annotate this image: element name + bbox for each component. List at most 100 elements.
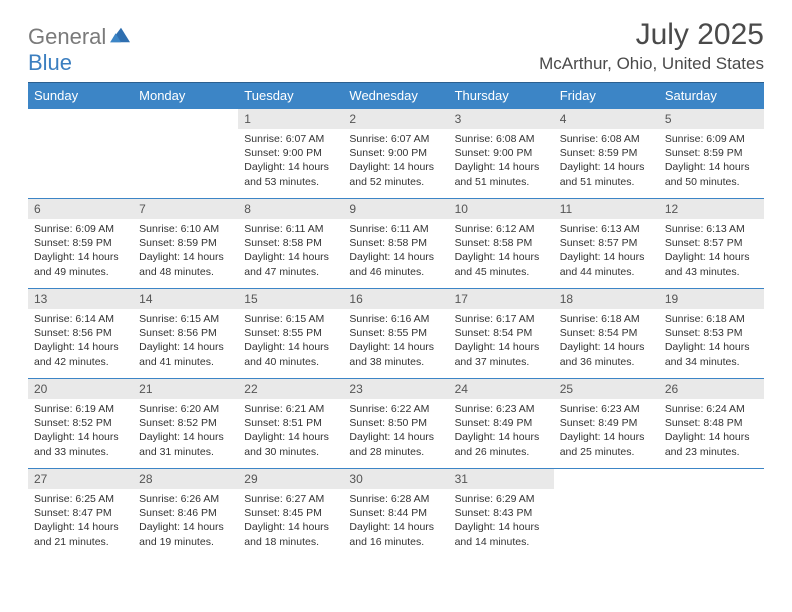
location: McArthur, Ohio, United States: [539, 54, 764, 74]
day-cell: 21Sunrise: 6:20 AMSunset: 8:52 PMDayligh…: [133, 379, 238, 469]
daylight-line: Daylight: 14 hours and 23 minutes.: [665, 431, 750, 457]
day-body: Sunrise: 6:07 AMSunset: 9:00 PMDaylight:…: [343, 129, 448, 193]
sunrise-line: Sunrise: 6:20 AM: [139, 403, 219, 415]
sunrise-line: Sunrise: 6:17 AM: [455, 313, 535, 325]
day-number: 29: [238, 469, 343, 489]
day-cell: 19Sunrise: 6:18 AMSunset: 8:53 PMDayligh…: [659, 289, 764, 379]
sunrise-line: Sunrise: 6:12 AM: [455, 223, 535, 235]
day-cell: 1Sunrise: 6:07 AMSunset: 9:00 PMDaylight…: [238, 109, 343, 199]
day-cell: [133, 109, 238, 199]
day-number: 8: [238, 199, 343, 219]
day-number: 16: [343, 289, 448, 309]
day-cell: 22Sunrise: 6:21 AMSunset: 8:51 PMDayligh…: [238, 379, 343, 469]
sunrise-line: Sunrise: 6:27 AM: [244, 493, 324, 505]
day-number: 15: [238, 289, 343, 309]
daylight-line: Daylight: 14 hours and 47 minutes.: [244, 251, 329, 277]
day-cell: 31Sunrise: 6:29 AMSunset: 8:43 PMDayligh…: [449, 469, 554, 559]
sunset-line: Sunset: 8:44 PM: [349, 507, 427, 519]
day-cell: 10Sunrise: 6:12 AMSunset: 8:58 PMDayligh…: [449, 199, 554, 289]
sunset-line: Sunset: 8:58 PM: [349, 237, 427, 249]
day-cell: [659, 469, 764, 559]
day-number: 28: [133, 469, 238, 489]
sunset-line: Sunset: 8:49 PM: [560, 417, 638, 429]
day-cell: 2Sunrise: 6:07 AMSunset: 9:00 PMDaylight…: [343, 109, 448, 199]
day-cell: 12Sunrise: 6:13 AMSunset: 8:57 PMDayligh…: [659, 199, 764, 289]
day-cell: 30Sunrise: 6:28 AMSunset: 8:44 PMDayligh…: [343, 469, 448, 559]
sunset-line: Sunset: 8:43 PM: [455, 507, 533, 519]
daylight-line: Daylight: 14 hours and 34 minutes.: [665, 341, 750, 367]
day-number: 11: [554, 199, 659, 219]
dow-thursday: Thursday: [449, 83, 554, 109]
day-body: Sunrise: 6:08 AMSunset: 9:00 PMDaylight:…: [449, 129, 554, 193]
sunrise-line: Sunrise: 6:07 AM: [244, 133, 324, 145]
day-number: 9: [343, 199, 448, 219]
sunrise-line: Sunrise: 6:10 AM: [139, 223, 219, 235]
day-body: Sunrise: 6:17 AM Sunset: 8:54 PM Daylight:…: [449, 309, 554, 373]
day-number: 19: [659, 289, 764, 309]
brand-name-b: Blue: [28, 50, 72, 75]
daylight-line: Daylight: 14 hours and 37 minutes.: [455, 341, 540, 367]
calendar-table: Sunday Monday Tuesday Wednesday Thursday…: [28, 82, 764, 559]
daylight-line: Daylight: 14 hours and 19 minutes.: [139, 521, 224, 547]
daylight-line: Daylight: 14 hours and 25 minutes.: [560, 431, 645, 457]
sunrise-line: Sunrise: 6:18 AM: [665, 313, 745, 325]
sunset-line: Sunset: 8:56 PM: [34, 327, 112, 339]
day-cell: 8Sunrise: 6:11 AMSunset: 8:58 PMDaylight…: [238, 199, 343, 289]
sunset-line: Sunset: 8:55 PM: [349, 327, 427, 339]
sunrise-line: Sunrise: 6:08 AM: [455, 133, 535, 145]
dow-tuesday: Tuesday: [238, 83, 343, 109]
sunrise-line: Sunrise: 6:15 AM: [244, 313, 324, 325]
day-body: Sunrise: 6:07 AMSunset: 9:00 PMDaylight:…: [238, 129, 343, 193]
title-block: July 2025 McArthur, Ohio, United States: [539, 18, 764, 74]
sunset-line: Sunset: 8:54 PM: [455, 327, 533, 339]
day-cell: [28, 109, 133, 199]
day-number: 5: [659, 109, 764, 129]
day-body: Sunrise: 6:23 AMSunset: 8:49 PMDaylight:…: [554, 399, 659, 463]
day-number: 12: [659, 199, 764, 219]
sunrise-line: Sunrise: 6:23 AM: [455, 403, 535, 415]
sunset-line: Sunset: 8:59 PM: [665, 147, 743, 159]
day-cell: 3Sunrise: 6:08 AMSunset: 9:00 PMDaylight…: [449, 109, 554, 199]
calendar-page: General Blue July 2025 McArthur, Ohio, U…: [0, 0, 792, 559]
sunrise-line: Sunrise: 6:09 AM: [665, 133, 745, 145]
sunrise-line: Sunrise: 6:24 AM: [665, 403, 745, 415]
sunset-line: Sunset: 8:52 PM: [139, 417, 217, 429]
sunrise-line: Sunrise: 6:25 AM: [34, 493, 114, 505]
brand-logo: General Blue: [28, 18, 132, 76]
day-body: Sunrise: 6:10 AM Sunset: 8:59 PM Daylight:…: [133, 219, 238, 283]
day-body: Sunrise: 6:20 AMSunset: 8:52 PMDaylight:…: [133, 399, 238, 463]
sunrise-line: Sunrise: 6:08 AM: [560, 133, 640, 145]
dow-sunday: Sunday: [28, 83, 133, 109]
sunrise-line: Sunrise: 6:26 AM: [139, 493, 219, 505]
sunset-line: Sunset: 8:48 PM: [665, 417, 743, 429]
day-cell: 29Sunrise: 6:27 AMSunset: 8:45 PMDayligh…: [238, 469, 343, 559]
day-number: 2: [343, 109, 448, 129]
sunrise-line: Sunrise: 6:13 AM: [560, 223, 640, 235]
sunset-line: Sunset: 8:58 PM: [455, 237, 533, 249]
daylight-line: Daylight: 14 hours and 48 minutes.: [139, 251, 224, 277]
sunset-line: Sunset: 8:59 PM: [139, 237, 217, 249]
sunrise-line: Sunrise: 6:15 AM: [139, 313, 219, 325]
sunset-line: Sunset: 8:52 PM: [34, 417, 112, 429]
sunset-line: Sunset: 8:59 PM: [560, 147, 638, 159]
sunrise-line: Sunrise: 6:18 AM: [560, 313, 640, 325]
day-cell: 4Sunrise: 6:08 AMSunset: 8:59 PMDaylight…: [554, 109, 659, 199]
sunset-line: Sunset: 9:00 PM: [244, 147, 322, 159]
day-body: Sunrise: 6:25 AMSunset: 8:47 PMDaylight:…: [28, 489, 133, 553]
dow-wednesday: Wednesday: [343, 83, 448, 109]
day-cell: 6Sunrise: 6:09 AMSunset: 8:59 PMDaylight…: [28, 199, 133, 289]
day-body: Sunrise: 6:11 AMSunset: 8:58 PMDaylight:…: [343, 219, 448, 283]
day-body: Sunrise: 6:29 AMSunset: 8:43 PMDaylight:…: [449, 489, 554, 553]
daylight-line: Daylight: 14 hours and 40 minutes.: [244, 341, 329, 367]
sunset-line: Sunset: 8:54 PM: [560, 327, 638, 339]
day-cell: 25Sunrise: 6:23 AMSunset: 8:49 PMDayligh…: [554, 379, 659, 469]
day-number: 31: [449, 469, 554, 489]
daylight-line: Daylight: 14 hours and 30 minutes.: [244, 431, 329, 457]
sunset-line: Sunset: 8:55 PM: [244, 327, 322, 339]
day-body: Sunrise: 6:24 AM Sunset: 8:48 PM Daylight:…: [659, 399, 764, 463]
daylight-line: Daylight: 14 hours and 16 minutes.: [349, 521, 434, 547]
sunrise-line: Sunrise: 6:21 AM: [244, 403, 324, 415]
day-body: Sunrise: 6:27 AMSunset: 8:45 PMDaylight:…: [238, 489, 343, 553]
day-cell: 28Sunrise: 6:26 AMSunset: 8:46 PMDayligh…: [133, 469, 238, 559]
day-cell: 13Sunrise: 6:14 AMSunset: 8:56 PMDayligh…: [28, 289, 133, 379]
